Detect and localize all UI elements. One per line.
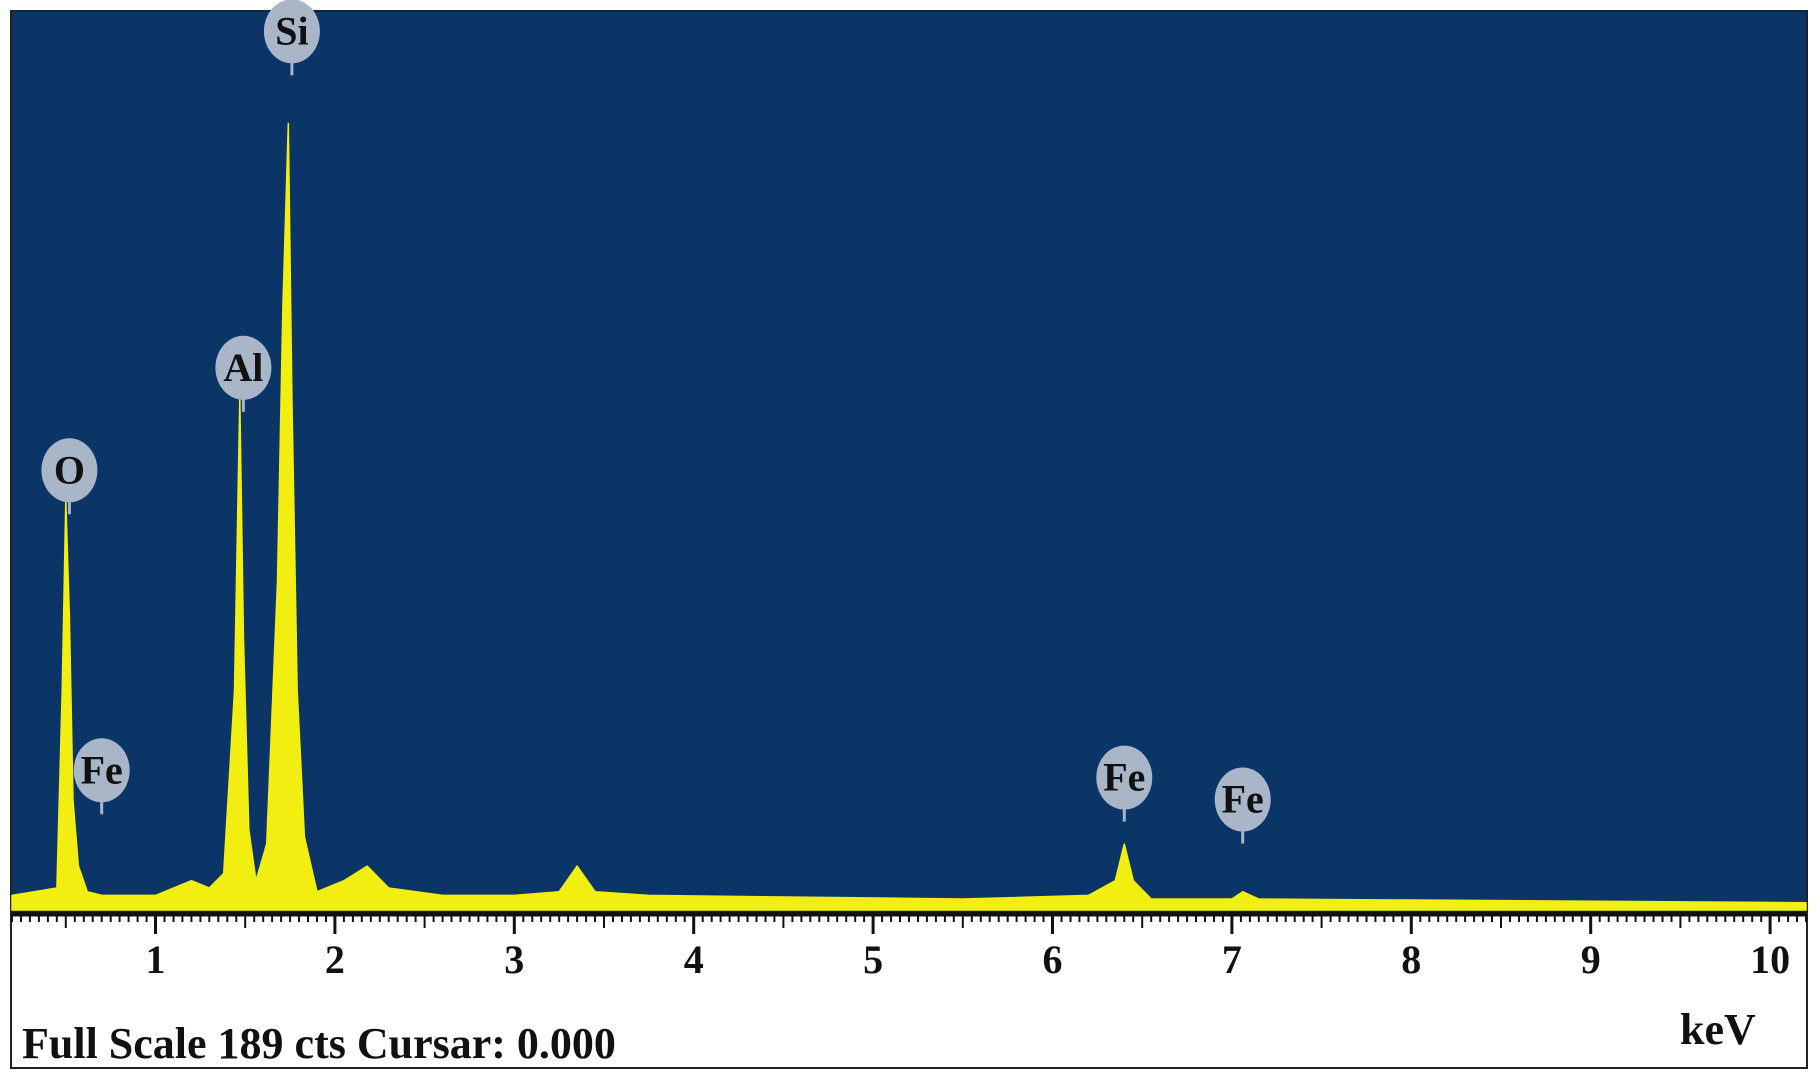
x-tick-label: 2 (325, 937, 345, 982)
peak-label-element: Al (223, 345, 263, 390)
peak-label-marker (215, 335, 272, 400)
x-tick-label: 7 (1222, 937, 1242, 982)
x-tick-label: 10 (1750, 937, 1790, 982)
status-readout: Full Scale 189 cts Cursar: 0.000 (22, 1019, 616, 1068)
peak-label-marker (73, 738, 130, 803)
peak-label-o: O (41, 438, 98, 515)
peak-label-marker (263, 0, 320, 64)
peak-label-fe: Fe (1214, 767, 1271, 844)
x-tick-label: 9 (1581, 937, 1601, 982)
plot-background (12, 12, 1806, 912)
x-tick-label: 6 (1043, 937, 1063, 982)
x-tick-label: 5 (863, 937, 883, 982)
x-tick-label: 8 (1401, 937, 1421, 982)
peak-label-marker (1214, 767, 1271, 832)
peak-label-marker (41, 438, 98, 503)
peak-label-element: Si (275, 8, 308, 53)
x-axis: 1 2 3 4 5 6 7 8 9 10 (11, 911, 1807, 982)
x-axis-unit-label: keV (1680, 1005, 1756, 1054)
peak-labels: O Fe Al Si Fe Fe (41, 0, 1271, 844)
peak-label-al: Al (215, 335, 272, 412)
peak-label-fe: Fe (73, 738, 130, 815)
x-tick-label: 1 (146, 937, 166, 982)
peak-label-marker (1096, 745, 1153, 810)
peak-label-element: O (54, 447, 85, 492)
peak-label-fe: Fe (1096, 745, 1153, 822)
peak-label-element: Fe (81, 747, 123, 792)
peak-label-element: Fe (1103, 755, 1145, 800)
spectrum-series-0 (11, 122, 1807, 911)
x-tick-label: 3 (504, 937, 524, 982)
x-tick-label: 4 (684, 937, 704, 982)
spectrum-layer (11, 122, 1807, 911)
peak-label-element: Fe (1222, 777, 1264, 822)
peak-label-si: Si (263, 0, 320, 76)
